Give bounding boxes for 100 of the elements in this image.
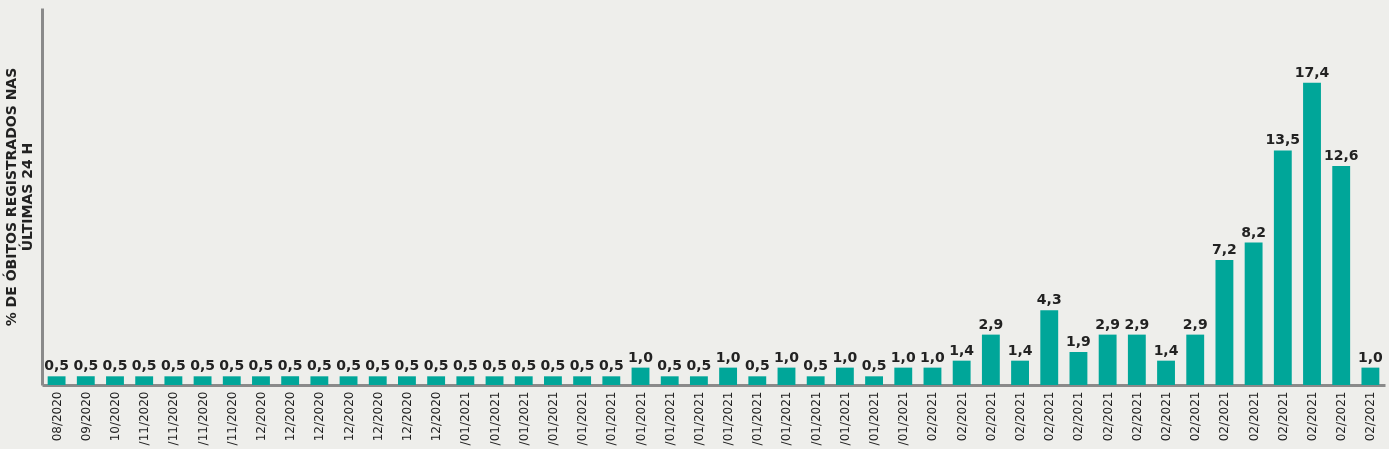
data-label: 0,5 bbox=[452, 357, 478, 374]
x-tick-label: 02/2021 bbox=[1013, 391, 1028, 442]
data-label: 2,9 bbox=[1095, 315, 1121, 332]
data-label: 1,0 bbox=[774, 348, 800, 365]
bar bbox=[1215, 259, 1234, 385]
data-label: 0,5 bbox=[598, 357, 624, 374]
x-tick-label: 02/2021 bbox=[1334, 391, 1349, 442]
x-tick-label: 08/2020 bbox=[49, 391, 64, 442]
bar bbox=[1332, 166, 1351, 385]
bar bbox=[456, 376, 475, 385]
bar bbox=[719, 367, 738, 385]
data-label: 0,5 bbox=[482, 357, 507, 374]
x-tick-label: 12/2020 bbox=[370, 391, 385, 442]
bar bbox=[106, 376, 124, 385]
data-label: 0,5 bbox=[102, 357, 128, 374]
data-label: 1,0 bbox=[920, 348, 946, 365]
data-label: 0,5 bbox=[219, 357, 245, 374]
x-tick-label: 02/2021 bbox=[925, 391, 940, 442]
x-tick-label: /01/2021 bbox=[575, 391, 590, 446]
data-label: 0,5 bbox=[423, 357, 449, 374]
x-tick-label: 02/2021 bbox=[1071, 391, 1086, 442]
x-tick-label: 02/2021 bbox=[1129, 391, 1144, 442]
x-tick-label: /01/2021 bbox=[750, 391, 765, 446]
data-label: 17,4 bbox=[1294, 63, 1330, 80]
x-tick-label: /01/2021 bbox=[721, 391, 736, 446]
data-label: 1,0 bbox=[832, 348, 858, 365]
bar bbox=[1186, 334, 1205, 385]
data-label: 13,5 bbox=[1265, 131, 1301, 148]
data-label: 0,5 bbox=[248, 357, 274, 374]
x-tick-label: 09/2020 bbox=[78, 391, 93, 442]
bar bbox=[806, 376, 825, 385]
bar bbox=[1098, 334, 1117, 385]
data-label: 0,5 bbox=[44, 357, 69, 374]
data-label: 12,6 bbox=[1323, 147, 1359, 164]
bar bbox=[47, 376, 66, 385]
x-tick-label: /11/2020 bbox=[224, 391, 239, 446]
x-tick-label: /01/2021 bbox=[837, 391, 852, 446]
data-label: 1,9 bbox=[1066, 332, 1091, 349]
bar bbox=[1127, 334, 1146, 385]
x-tick-label: 12/2020 bbox=[283, 391, 298, 442]
bar bbox=[1040, 310, 1059, 385]
bar bbox=[748, 376, 767, 385]
bar bbox=[894, 367, 913, 385]
data-label: 2,9 bbox=[978, 315, 1004, 332]
bar bbox=[76, 376, 95, 385]
x-tick-label: 02/2021 bbox=[1100, 391, 1115, 442]
bar bbox=[193, 376, 212, 385]
data-label: 0,5 bbox=[394, 357, 420, 374]
data-label: 1,4 bbox=[1007, 341, 1033, 358]
x-tick-label: /01/2021 bbox=[545, 391, 560, 446]
x-tick-label: 02/2021 bbox=[1305, 391, 1320, 442]
data-label: 0,5 bbox=[306, 357, 332, 374]
data-label: 0,5 bbox=[336, 357, 361, 374]
data-label: 2,9 bbox=[1182, 315, 1208, 332]
x-tick-label: 02/2021 bbox=[954, 391, 969, 442]
bar bbox=[514, 376, 533, 385]
bar bbox=[631, 367, 650, 385]
bar bbox=[135, 376, 154, 385]
data-label: 0,5 bbox=[744, 357, 770, 374]
bar bbox=[689, 376, 708, 385]
bar bbox=[1361, 367, 1380, 385]
data-label: 0,5 bbox=[190, 357, 215, 374]
bar bbox=[981, 334, 1000, 385]
data-label: 1,4 bbox=[1153, 341, 1179, 358]
data-label: 0,5 bbox=[511, 357, 537, 374]
x-tick-label: /01/2021 bbox=[516, 391, 531, 446]
data-label: 0,5 bbox=[277, 357, 303, 374]
x-tick-label: /01/2021 bbox=[487, 391, 502, 446]
data-label: 1,4 bbox=[949, 341, 975, 358]
bar bbox=[485, 376, 504, 385]
data-label: 8,2 bbox=[1241, 223, 1267, 240]
x-tick-label: /01/2021 bbox=[662, 391, 677, 446]
bar bbox=[573, 376, 592, 385]
data-label: 4,3 bbox=[1036, 291, 1062, 308]
bar bbox=[602, 376, 621, 385]
bar bbox=[543, 376, 562, 385]
bar bbox=[1244, 242, 1263, 385]
bar bbox=[427, 376, 446, 385]
x-tick-label: 12/2020 bbox=[429, 391, 444, 442]
data-label: 0,5 bbox=[569, 357, 595, 374]
x-tick-label: /01/2021 bbox=[896, 391, 911, 446]
x-tick-label: /11/2020 bbox=[195, 391, 210, 446]
bar bbox=[339, 376, 358, 385]
x-tick-label: /01/2021 bbox=[808, 391, 823, 446]
data-label: 0,5 bbox=[73, 357, 99, 374]
x-tick-label: 12/2020 bbox=[312, 391, 327, 442]
bar bbox=[952, 360, 971, 385]
x-tick-label: 10/2020 bbox=[107, 391, 122, 442]
data-label: 0,5 bbox=[657, 357, 683, 374]
bar bbox=[1011, 360, 1029, 385]
bar bbox=[164, 376, 183, 385]
x-tick-label: 02/2021 bbox=[1159, 391, 1174, 442]
bar bbox=[310, 376, 329, 385]
x-tick-label: 02/2021 bbox=[1246, 391, 1261, 442]
bar bbox=[398, 376, 416, 385]
data-label: 0,5 bbox=[365, 357, 391, 374]
x-tick-label: 02/2021 bbox=[1217, 391, 1232, 442]
data-label: 1,0 bbox=[715, 348, 741, 365]
bar bbox=[835, 367, 854, 385]
x-tick-label: 12/2020 bbox=[341, 391, 356, 442]
